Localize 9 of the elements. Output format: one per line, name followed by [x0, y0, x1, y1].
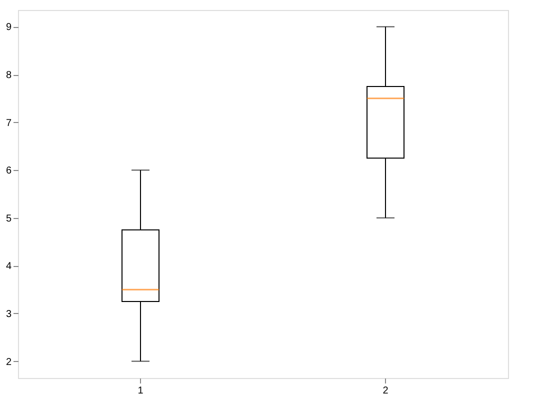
y-tick-label: 3 [6, 308, 12, 320]
y-tick-label: 8 [6, 70, 12, 82]
y-tick-label: 7 [6, 118, 12, 129]
y-tick-label: 6 [6, 166, 12, 177]
y-tick-label: 9 [6, 22, 12, 34]
y-tick-label: 5 [6, 213, 12, 224]
y-tick-label: 4 [6, 261, 12, 272]
y-tick-label: 2 [6, 356, 12, 368]
x-tick-label: 1 [138, 386, 144, 396]
